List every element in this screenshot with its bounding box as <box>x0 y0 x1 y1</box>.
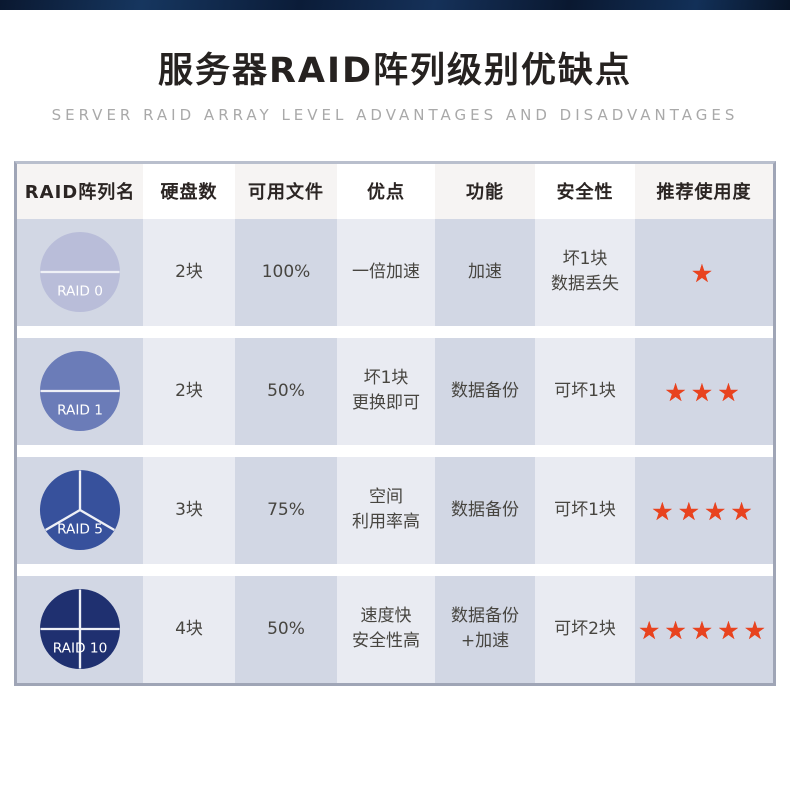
table-row: RAID 5 3块 75% 空间 利用率高 数据备份 可坏1块 ★★★★ <box>17 456 773 564</box>
table-row: RAID 10 4块 50% 速度快 安全性高 数据备份 +加速 可坏2块 ★★… <box>17 575 773 683</box>
cell-safety: 可坏1块 <box>535 337 635 445</box>
page-header: 服务器RAID阵列级别优缺点 SERVER RAID ARRAY LEVEL A… <box>0 10 790 124</box>
star-rating: ★ <box>690 258 718 288</box>
star-rating: ★★★ <box>664 377 744 407</box>
cell-usable-files: 75% <box>235 456 337 564</box>
svg-text:RAID 5: RAID 5 <box>57 521 103 537</box>
cell-raid-name: RAID 10 <box>17 575 143 683</box>
star-rating: ★★★★ <box>651 496 757 526</box>
cell-raid-name: RAID 5 <box>17 456 143 564</box>
disk-3-segments-icon: RAID 5 <box>39 469 121 551</box>
decorative-top-banner <box>0 0 790 10</box>
cell-rating: ★★★★★ <box>635 575 773 683</box>
svg-text:RAID 10: RAID 10 <box>53 640 108 656</box>
column-header: 优点 <box>337 163 435 219</box>
cell-rating: ★★★ <box>635 337 773 445</box>
cell-function: 数据备份 <box>435 337 535 445</box>
table-body: RAID 0 2块 100% 一倍加速 加速 坏1块 数据丢失 ★ RAID 1… <box>17 218 773 683</box>
cell-usable-files: 100% <box>235 218 337 326</box>
cell-raid-name: RAID 0 <box>17 218 143 326</box>
cell-advantage: 速度快 安全性高 <box>337 575 435 683</box>
column-header: 硬盘数 <box>143 163 235 219</box>
cell-safety: 可坏2块 <box>535 575 635 683</box>
disk-4-segments-icon: RAID 10 <box>39 588 121 670</box>
column-header: 功能 <box>435 163 535 219</box>
cell-function: 数据备份 +加速 <box>435 575 535 683</box>
table-row: RAID 1 2块 50% 坏1块 更换即可 数据备份 可坏1块 ★★★ <box>17 337 773 445</box>
cell-rating: ★ <box>635 218 773 326</box>
cell-safety: 可坏1块 <box>535 456 635 564</box>
svg-text:RAID 1: RAID 1 <box>57 402 103 418</box>
cell-usable-files: 50% <box>235 337 337 445</box>
column-header: RAID阵列名 <box>17 163 143 219</box>
cell-function: 数据备份 <box>435 456 535 564</box>
cell-raid-name: RAID 1 <box>17 337 143 445</box>
svg-text:RAID 0: RAID 0 <box>57 283 103 299</box>
disk-2-segments-icon: RAID 1 <box>39 350 121 432</box>
cell-disk-count: 2块 <box>143 218 235 326</box>
cell-disk-count: 4块 <box>143 575 235 683</box>
star-rating: ★★★★★ <box>637 615 771 645</box>
column-header: 安全性 <box>535 163 635 219</box>
table-row: RAID 0 2块 100% 一倍加速 加速 坏1块 数据丢失 ★ <box>17 218 773 326</box>
cell-usable-files: 50% <box>235 575 337 683</box>
raid-comparison-table: RAID阵列名 硬盘数 可用文件 优点 功能 安全性 推荐使用度 RAID 0 2块 100… <box>14 160 776 686</box>
cell-safety: 坏1块 数据丢失 <box>535 218 635 326</box>
page-title: 服务器RAID阵列级别优缺点 <box>157 51 633 91</box>
cell-rating: ★★★★ <box>635 456 773 564</box>
cell-advantage: 坏1块 更换即可 <box>337 337 435 445</box>
disk-2-segments-icon: RAID 0 <box>39 231 121 313</box>
cell-function: 加速 <box>435 218 535 326</box>
column-header: 可用文件 <box>235 163 337 219</box>
column-header: 推荐使用度 <box>635 163 773 219</box>
table-header-row: RAID阵列名 硬盘数 可用文件 优点 功能 安全性 推荐使用度 <box>17 163 773 219</box>
cell-disk-count: 3块 <box>143 456 235 564</box>
cell-advantage: 空间 利用率高 <box>337 456 435 564</box>
page-subtitle: SERVER RAID ARRAY LEVEL ADVANTAGES AND D… <box>51 105 739 124</box>
cell-disk-count: 2块 <box>143 337 235 445</box>
cell-advantage: 一倍加速 <box>337 218 435 326</box>
